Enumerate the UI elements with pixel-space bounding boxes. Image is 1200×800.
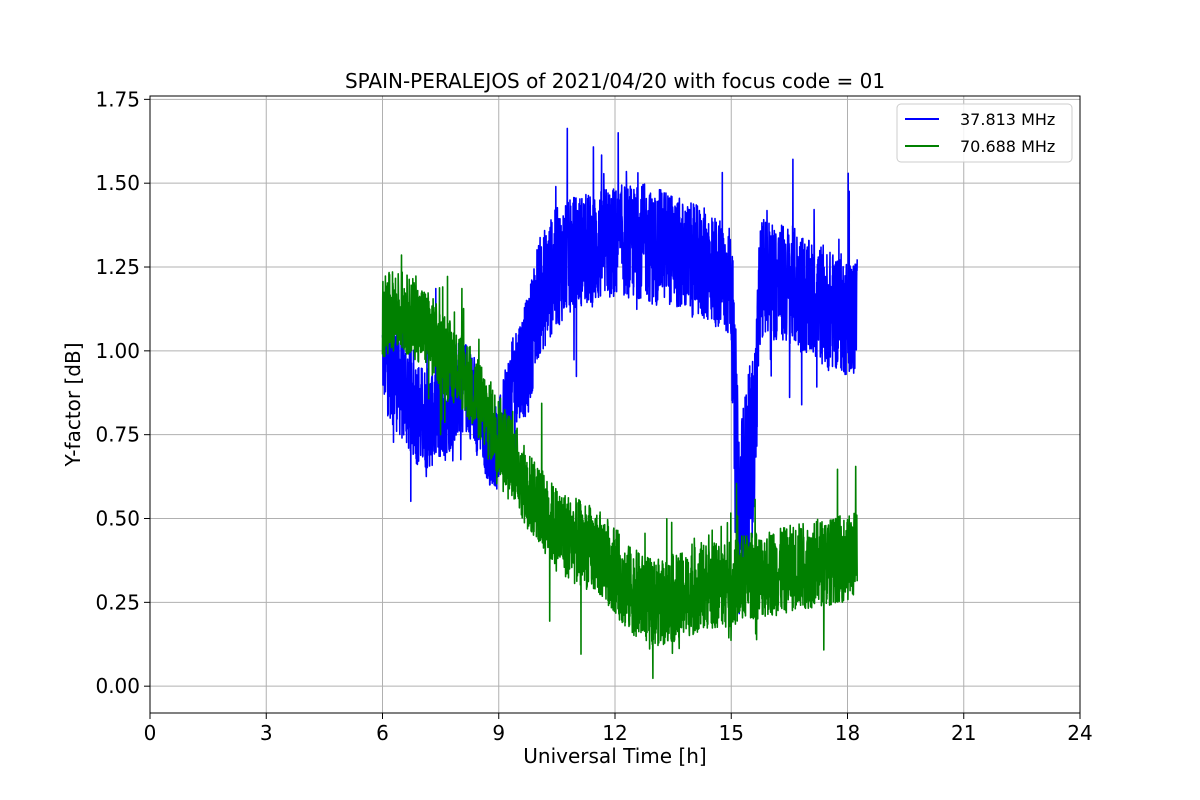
y-tick-label: 1.00 xyxy=(95,339,140,363)
y-tick-label: 0.25 xyxy=(95,590,140,614)
series-layer xyxy=(381,127,858,680)
x-tick-label: 15 xyxy=(719,721,744,745)
y-tick-label: 1.25 xyxy=(95,255,140,279)
legend-box xyxy=(896,103,1073,163)
y-tick-label: 1.50 xyxy=(95,171,140,195)
x-axis-label: Universal Time [h] xyxy=(523,744,706,768)
series-line-70mhz xyxy=(381,254,858,680)
legend: 37.813 MHz 70.688 MHz xyxy=(896,103,1073,163)
x-tick-label: 0 xyxy=(144,721,157,745)
y-tick-label: 0.75 xyxy=(95,423,140,447)
y-axis-label: Y-factor [dB] xyxy=(61,342,85,467)
legend-label-70mhz: 70.688 MHz xyxy=(960,137,1055,156)
x-tick-label: 9 xyxy=(492,721,505,745)
axis-ticks: 0 3 6 9 12 15 18 21 24 0.00 0.25 0.50 0.75 1.00 1.25 1.… xyxy=(95,87,1092,745)
x-tick-label: 6 xyxy=(376,721,389,745)
x-tick-label: 21 xyxy=(951,721,976,745)
x-tick-label: 3 xyxy=(260,721,273,745)
y-tick-label: 0.00 xyxy=(95,674,140,698)
x-tick-label: 12 xyxy=(602,721,627,745)
x-tick-label: 18 xyxy=(835,721,860,745)
legend-label-37mhz: 37.813 MHz xyxy=(960,110,1055,129)
x-tick-label: 24 xyxy=(1067,721,1092,745)
chart-title: SPAIN-PERALEJOS of 2021/04/20 with focus… xyxy=(345,69,885,93)
y-tick-label: 1.75 xyxy=(95,87,140,111)
y-tick-label: 0.50 xyxy=(95,507,140,531)
